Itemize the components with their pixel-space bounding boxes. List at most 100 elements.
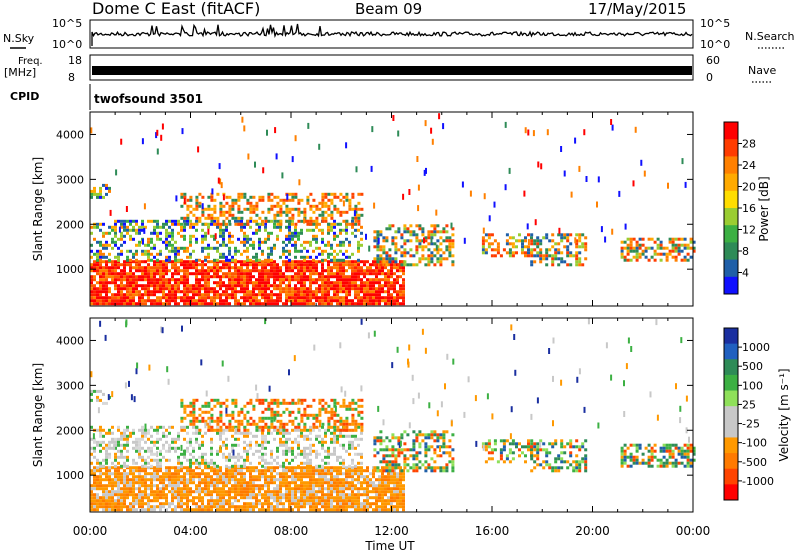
heatmap-cell — [575, 245, 579, 249]
colorbar-tick-label: 8 — [742, 245, 749, 258]
heatmap-cell — [533, 260, 537, 264]
heatmap-cell — [243, 434, 246, 438]
heatmap-cell — [318, 481, 321, 485]
heatmap-cell — [231, 455, 234, 459]
heatmap-cell — [138, 231, 141, 235]
heatmap-cell — [225, 490, 228, 494]
heatmap-cell — [198, 508, 201, 512]
heatmap-cell — [138, 493, 141, 497]
heatmap-cell — [276, 478, 279, 482]
heatmap-cell — [252, 508, 255, 512]
heatmap-cell — [243, 237, 246, 241]
heatmap-cell — [393, 272, 396, 276]
heatmap-cell — [315, 496, 318, 500]
heatmap-cell — [264, 425, 268, 429]
heatmap-cell — [213, 478, 216, 482]
heatmap-cell — [213, 246, 216, 250]
heatmap-cell — [150, 252, 153, 256]
heatmap-cell — [406, 263, 410, 267]
heatmap-cell — [264, 296, 267, 300]
heatmap-cell — [415, 224, 419, 228]
heatmap-cell — [105, 284, 108, 288]
heatmap-cell — [336, 210, 340, 214]
heatmap-cell — [129, 293, 132, 297]
heatmap-cell — [267, 496, 270, 500]
heatmap-cell — [270, 461, 273, 465]
heatmap-cell — [174, 446, 177, 450]
heatmap-cell — [174, 240, 177, 244]
heatmap-cell — [195, 222, 199, 226]
heatmap-cell — [261, 249, 264, 253]
heatmap-cell — [237, 260, 240, 264]
heatmap-cell — [150, 499, 153, 503]
heatmap-cell — [306, 296, 309, 300]
heatmap-cell — [339, 284, 342, 288]
heatmap-cell — [99, 469, 102, 473]
heatmap-cell — [117, 440, 120, 444]
heatmap-cell — [303, 437, 306, 441]
heatmap-cell — [183, 219, 186, 223]
heatmap-cell — [177, 478, 180, 482]
heatmap-cell — [288, 231, 291, 235]
heatmap-cell — [105, 469, 108, 473]
heatmap-cell — [162, 505, 165, 509]
heatmap-cell — [195, 195, 199, 199]
heatmap-cell — [686, 243, 690, 247]
heatmap-cell — [222, 210, 226, 214]
heatmap-cell — [150, 505, 153, 509]
heatmap-cell — [291, 293, 294, 297]
heatmap-cell — [129, 490, 132, 494]
heatmap-cell — [390, 472, 393, 476]
heatmap-cell — [551, 257, 555, 261]
heatmap-cell — [264, 434, 267, 438]
heatmap-cell — [102, 508, 105, 512]
heatmap-cell — [351, 260, 354, 264]
heatmap-cell — [216, 505, 219, 509]
heatmap-cell — [442, 257, 446, 261]
heatmap-cell — [415, 239, 419, 243]
heatmap-cell — [225, 428, 228, 432]
heatmap-cell — [632, 255, 636, 259]
heatmap-cell — [99, 249, 102, 253]
colorbar-segment — [724, 190, 738, 209]
heatmap-cell — [135, 437, 138, 441]
heatmap-cell — [138, 490, 141, 494]
heatmap-cell — [312, 493, 315, 497]
heatmap-cell — [117, 490, 120, 494]
heatmap-cell — [354, 275, 357, 279]
heatmap-cell — [306, 299, 309, 303]
heatmap-cell — [249, 263, 252, 267]
heatmap-cell — [357, 425, 360, 429]
heatmap-cell — [177, 493, 180, 497]
heatmap-cell — [324, 487, 327, 491]
heatmap-cell — [336, 243, 339, 247]
heatmap-cell — [267, 269, 270, 273]
heatmap-cell — [132, 428, 135, 432]
heatmap-cell — [90, 269, 93, 273]
heatmap-cell — [285, 275, 288, 279]
colorbar-tick-label: 16 — [742, 202, 756, 215]
heatmap-cell — [357, 278, 360, 282]
heatmap-cell — [638, 237, 642, 241]
heatmap-cell — [168, 231, 171, 235]
heatmap-cell — [237, 272, 240, 276]
heatmap-cell — [285, 484, 288, 488]
heatmap-cell — [126, 505, 129, 509]
heatmap-cell — [303, 207, 307, 211]
heatmap-cell — [189, 401, 193, 405]
heatmap-cell — [165, 219, 168, 223]
heatmap-cell — [90, 249, 93, 253]
heatmap-cell — [333, 449, 336, 453]
heatmap-cell — [668, 252, 672, 256]
heatmap-cell — [327, 207, 331, 211]
heatmap-cell — [267, 234, 270, 238]
heatmap-cell — [270, 258, 273, 262]
heatmap-cell — [144, 493, 147, 497]
heatmap-cell — [99, 275, 102, 279]
heatmap-cell — [246, 255, 249, 259]
heatmap-cell — [237, 195, 241, 199]
heatmap-cell — [276, 222, 280, 226]
heatmap-cell — [327, 499, 330, 503]
heatmap-cell — [93, 440, 96, 444]
heatmap-cell — [282, 302, 285, 306]
